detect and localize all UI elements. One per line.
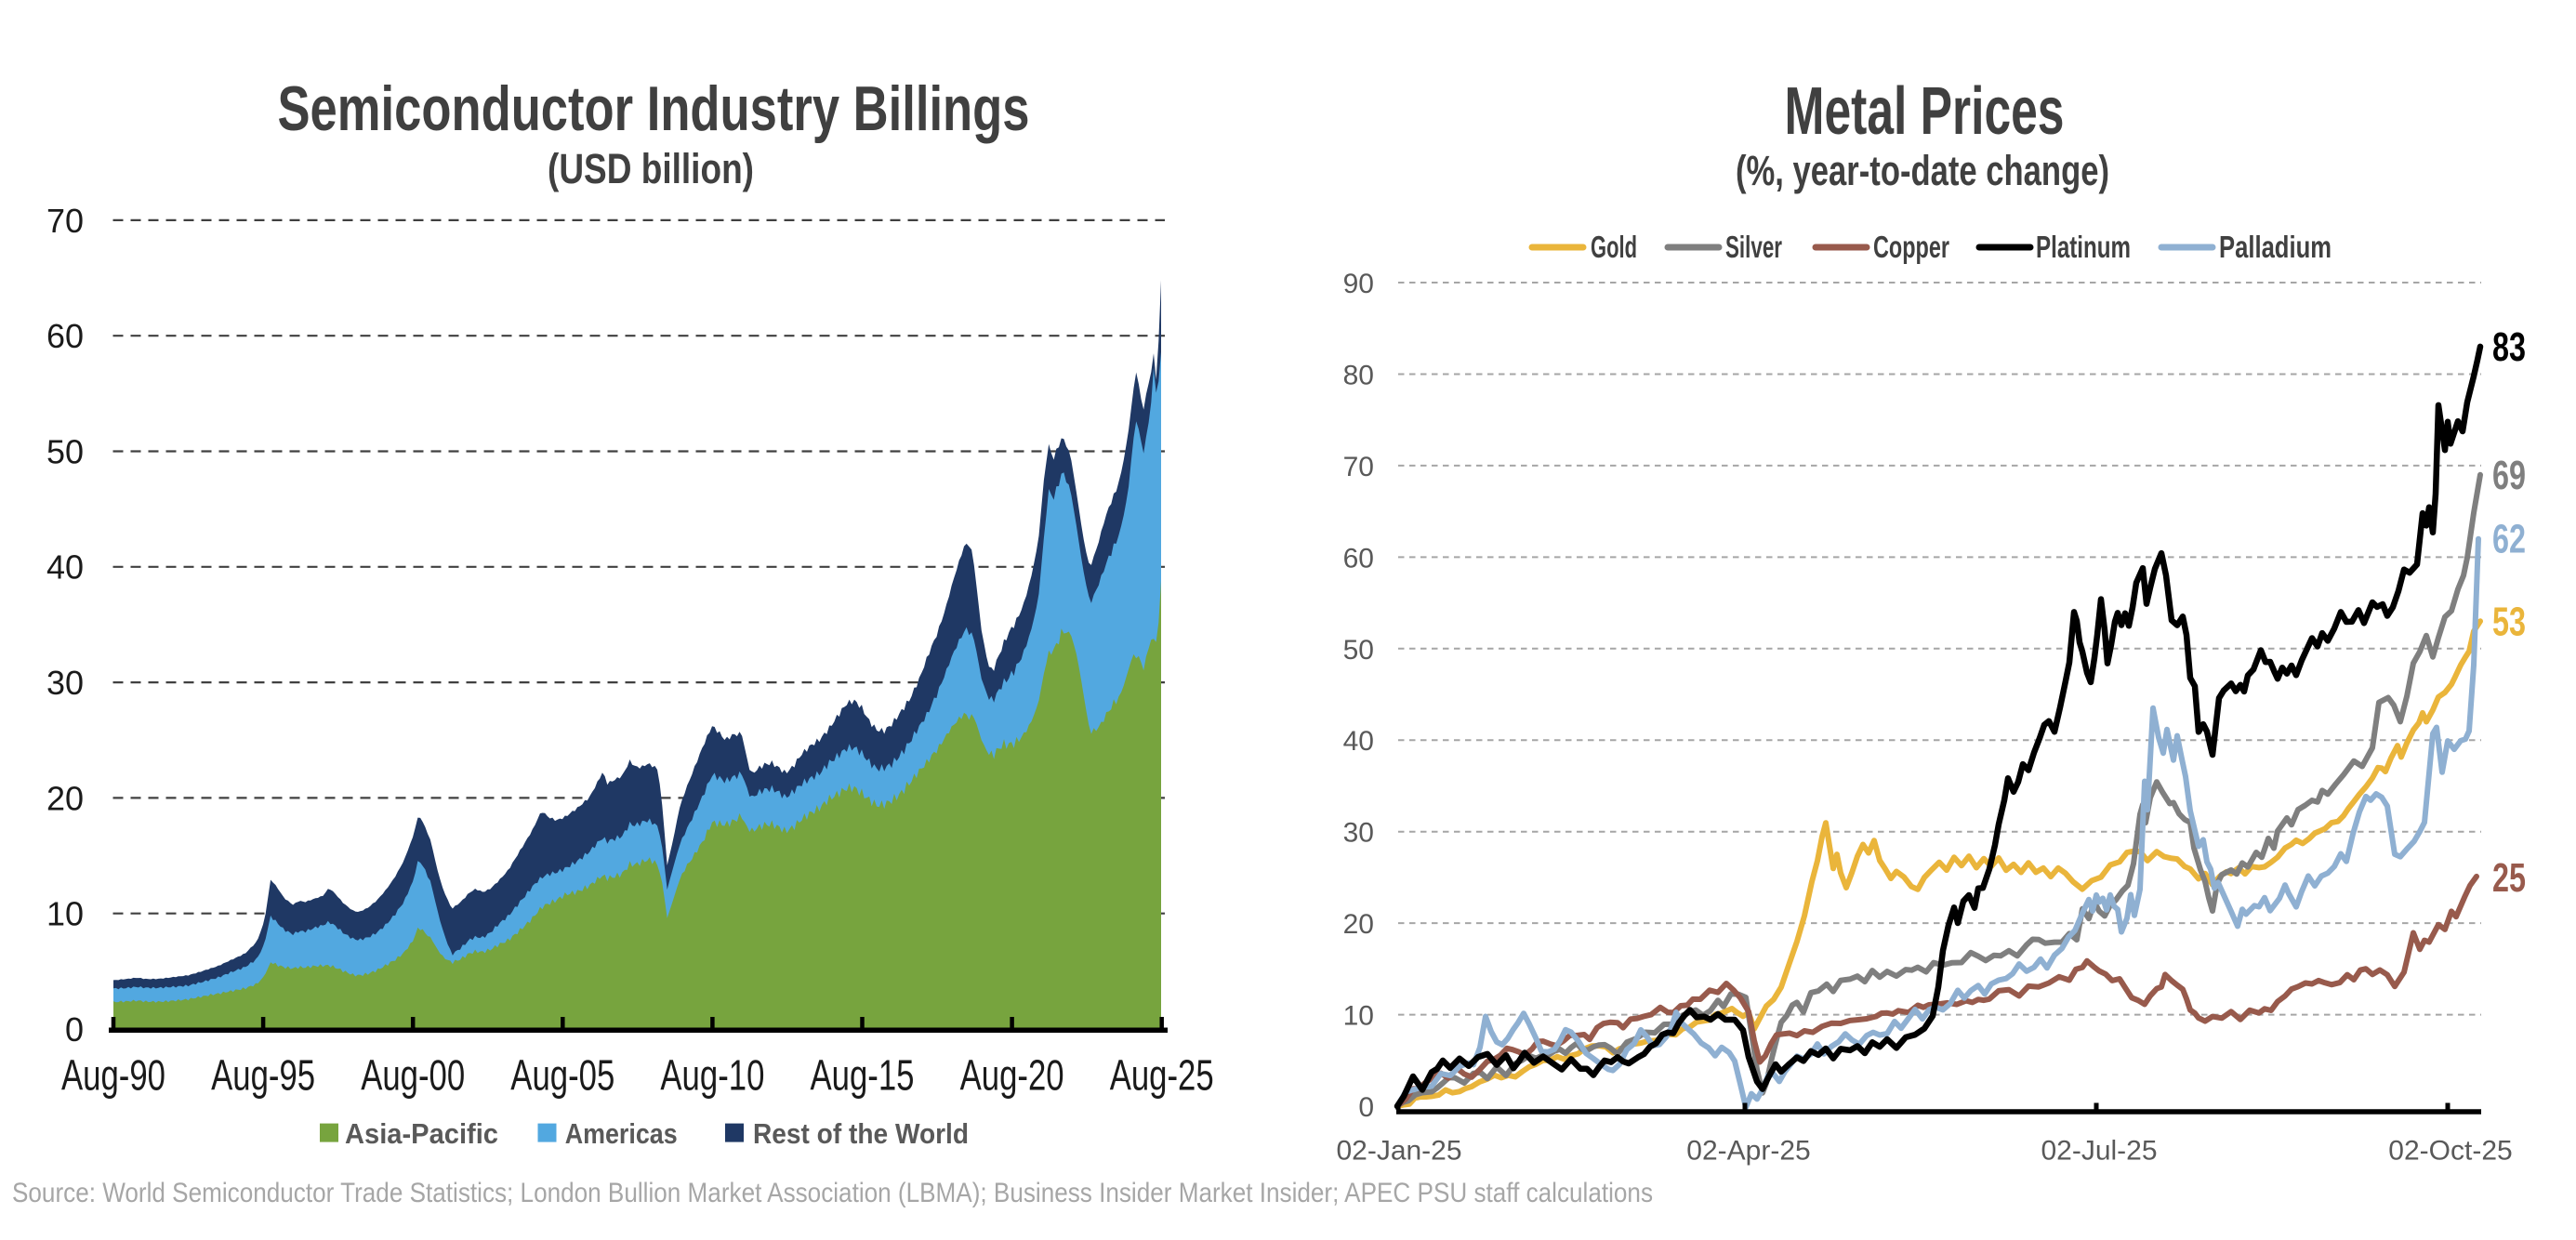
svg-text:10: 10 (1343, 1001, 1374, 1032)
svg-text:Americas: Americas (565, 1117, 678, 1150)
svg-text:60: 60 (1343, 543, 1374, 574)
svg-text:62: 62 (2492, 517, 2526, 562)
svg-text:90: 90 (1343, 269, 1374, 299)
svg-text:Aug-10: Aug-10 (660, 1051, 764, 1100)
svg-text:80: 80 (1343, 361, 1374, 391)
svg-text:0: 0 (65, 1010, 84, 1049)
svg-text:83: 83 (2492, 324, 2526, 370)
svg-text:10: 10 (46, 895, 84, 933)
svg-text:50: 50 (46, 432, 84, 470)
svg-text:50: 50 (1343, 635, 1374, 666)
svg-text:40: 40 (1343, 726, 1374, 757)
svg-text:Aug-05: Aug-05 (510, 1051, 614, 1100)
svg-text:70: 70 (46, 202, 84, 240)
svg-text:Semiconductor Industry Billing: Semiconductor Industry Billings (278, 73, 1030, 144)
svg-text:(%, year-to-date change): (%, year-to-date change) (1736, 147, 2109, 194)
svg-text:Palladium: Palladium (2219, 230, 2332, 264)
svg-text:25: 25 (2492, 855, 2526, 901)
svg-text:Copper: Copper (1873, 230, 1949, 264)
svg-text:Aug-25: Aug-25 (1110, 1051, 1214, 1100)
svg-text:20: 20 (46, 779, 84, 817)
svg-text:30: 30 (46, 664, 84, 702)
svg-text:Aug-20: Aug-20 (960, 1051, 1064, 1100)
svg-text:02-Oct-25: 02-Oct-25 (2388, 1136, 2512, 1167)
svg-text:Aug-90: Aug-90 (61, 1051, 165, 1100)
svg-text:40: 40 (46, 548, 84, 587)
svg-text:20: 20 (1343, 909, 1374, 940)
svg-text:0: 0 (1358, 1092, 1374, 1123)
svg-text:02-Jul-25: 02-Jul-25 (2041, 1136, 2157, 1167)
svg-text:Silver: Silver (1725, 230, 1782, 264)
svg-text:(USD billion): (USD billion) (548, 145, 754, 192)
svg-text:02-Apr-25: 02-Apr-25 (1686, 1136, 1810, 1167)
svg-text:70: 70 (1343, 452, 1374, 482)
svg-text:Rest of the World: Rest of the World (753, 1117, 969, 1150)
svg-text:Aug-00: Aug-00 (361, 1051, 465, 1100)
svg-text:Aug-95: Aug-95 (211, 1051, 315, 1100)
svg-text:60: 60 (46, 317, 84, 355)
svg-text:30: 30 (1343, 818, 1374, 849)
svg-text:02-Jan-25: 02-Jan-25 (1336, 1136, 1461, 1167)
svg-text:Aug-15: Aug-15 (811, 1051, 915, 1100)
svg-text:Metal Prices: Metal Prices (1785, 74, 2065, 149)
svg-text:Platinum: Platinum (2036, 230, 2131, 264)
svg-text:Asia-Pacific: Asia-Pacific (345, 1117, 498, 1150)
svg-text:Source: World Semiconductor Tr: Source: World Semiconductor Trade Statis… (12, 1178, 1653, 1208)
svg-text:69: 69 (2492, 453, 2526, 498)
svg-text:Gold: Gold (1591, 230, 1637, 264)
svg-text:53: 53 (2492, 599, 2526, 644)
